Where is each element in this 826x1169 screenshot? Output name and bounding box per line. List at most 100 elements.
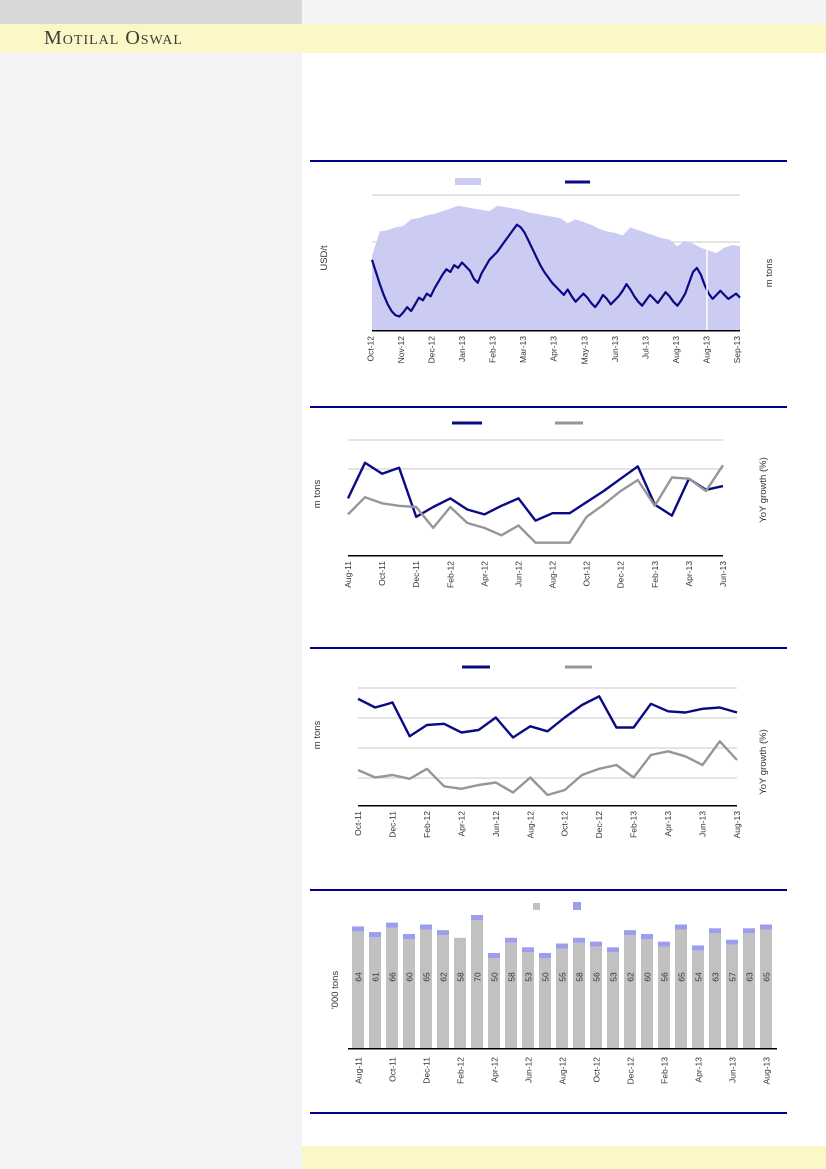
bar-cap [573,937,585,943]
x-tick-label: Aug-11 [354,1057,364,1084]
volume-area [372,205,740,330]
bar-cap [471,915,483,920]
x-tick-label: Oct-12 [592,1057,602,1083]
bar-cap [420,924,432,930]
bar-cap [488,953,500,958]
bar-cap [539,953,551,958]
bar-value-label: 58 [507,972,517,982]
bar-cap [556,943,568,949]
chart-price-volume-area: Oct-12 Nov-12 Dec-12 Jan-13 Feb-13 Mar-13 Apr-… [319,178,775,365]
bar-value-label: 56 [592,972,602,982]
bar-value-label: 64 [354,972,364,982]
chart-legend [533,902,581,910]
bar-cap [437,930,449,936]
bar-cap [709,928,721,934]
bar-value-label: 54 [694,972,704,982]
bars: 64 61 66 60 65 62 58 70 50 58 53 50 55 58 56 53 62 60 56 65… [352,915,772,1048]
bar-value-label: 56 [660,972,670,982]
navy-line [346,461,724,522]
bar [709,933,721,1048]
section-divider-rule [310,647,787,649]
x-tick-label: Aug-12 [525,811,535,839]
x-tick-label: Jul-13 [640,336,650,359]
bar-value-label: 50 [490,972,500,982]
x-tick-label: Apr-13 [663,811,673,837]
bar-value-label: 62 [626,972,636,982]
y-axis-title-right: m tons [764,258,775,287]
bar-value-label: 58 [575,972,585,982]
y-axis-title-left: '000 tons [330,971,341,1010]
x-tick-label: Aug-12 [558,1057,568,1085]
x-tick-label: Feb-13 [650,561,660,588]
section-divider-rule [310,160,787,162]
x-tick-label: Dec-12 [427,336,437,364]
y-axis-title-left: m tons [312,720,323,749]
bar [539,958,551,1048]
bar [437,935,449,1048]
x-tick-label: Oct-11 [353,811,363,836]
x-tick-label: Nov-12 [396,336,406,364]
x-tick-label: Oct-12 [366,336,376,362]
gray-line [357,740,738,797]
x-tick-label: Aug-13 [732,811,742,839]
header-light-strip [302,0,826,24]
x-tick-label: Feb-12 [422,811,432,838]
bar [420,929,432,1048]
bar-value-label: 50 [541,972,551,982]
x-tick-label: Aug-13 [701,336,711,364]
bar-cap [607,947,619,953]
bar-cap [624,930,636,936]
x-tick-label: Dec-11 [422,1057,432,1084]
bar-value-label: 66 [388,972,398,982]
x-tick-label: Apr-13 [549,336,559,362]
bar-cap-legend-swatch [573,902,581,910]
bar-gray-legend-swatch [533,903,540,910]
bar-value-label: 60 [643,972,653,982]
x-tick-label: Jun-12 [491,811,501,837]
x-tick-labels: Oct-11 Dec-11 Feb-12 Apr-12 Jun-12 Aug-12 Oct-… [353,811,742,839]
bar-cap [726,939,738,945]
x-tick-label: Dec-11 [387,811,397,838]
bar-cap [505,937,517,943]
bar [471,920,483,1048]
bar [641,939,653,1048]
x-tick-label: Feb-13 [660,1057,670,1084]
header-gray-block [0,0,302,24]
section-divider-rule [310,889,787,891]
x-tick-label: Jun-13 [610,336,620,362]
x-tick-label: Oct-12 [582,561,592,587]
bar [454,937,466,1048]
x-tick-label: Dec-12 [616,561,626,589]
x-tick-label: Apr-12 [479,561,489,587]
bar [760,929,772,1048]
bar-value-label: 65 [422,972,432,982]
bar-cap [692,945,704,951]
bar [607,952,619,1048]
bar-value-label: 53 [524,972,534,982]
bar [505,942,517,1048]
x-tick-label: Dec-12 [626,1057,636,1085]
bar [692,950,704,1048]
gray-line [347,464,725,544]
x-tick-label: Jun-12 [524,1057,534,1083]
bar-value-label: 62 [439,972,449,982]
brand-logo-text: Motilal Oswal [44,27,183,49]
x-tick-label: Aug-13 [762,1057,772,1085]
x-tick-labels: Oct-12 Nov-12 Dec-12 Jan-13 Feb-13 Mar-13 Apr-… [366,336,742,365]
bar-value-label: 65 [762,972,772,982]
bar-value-label: 63 [745,972,755,982]
chart-monthly-bar: 64 61 66 60 65 62 58 70 50 58 53 50 55 58 56 53 62 60 56 65… [330,902,777,1085]
x-tick-label: Aug-13 [671,336,681,364]
x-tick-label: Dec-12 [594,811,604,839]
x-tick-label: May-13 [579,336,589,365]
bar-value-label: 57 [728,972,738,982]
x-tick-label: Feb-12 [456,1057,466,1084]
y-axis-title-left: m tons [312,479,323,508]
bar-cap [590,941,602,947]
bar [522,952,534,1048]
x-tick-label: Oct-11 [377,561,387,586]
bar [743,933,755,1048]
bar-cap [352,926,364,932]
x-tick-labels: Aug-11 Oct-11 Dec-11 Feb-12 Apr-12 Jun-12 Aug-… [343,561,728,589]
